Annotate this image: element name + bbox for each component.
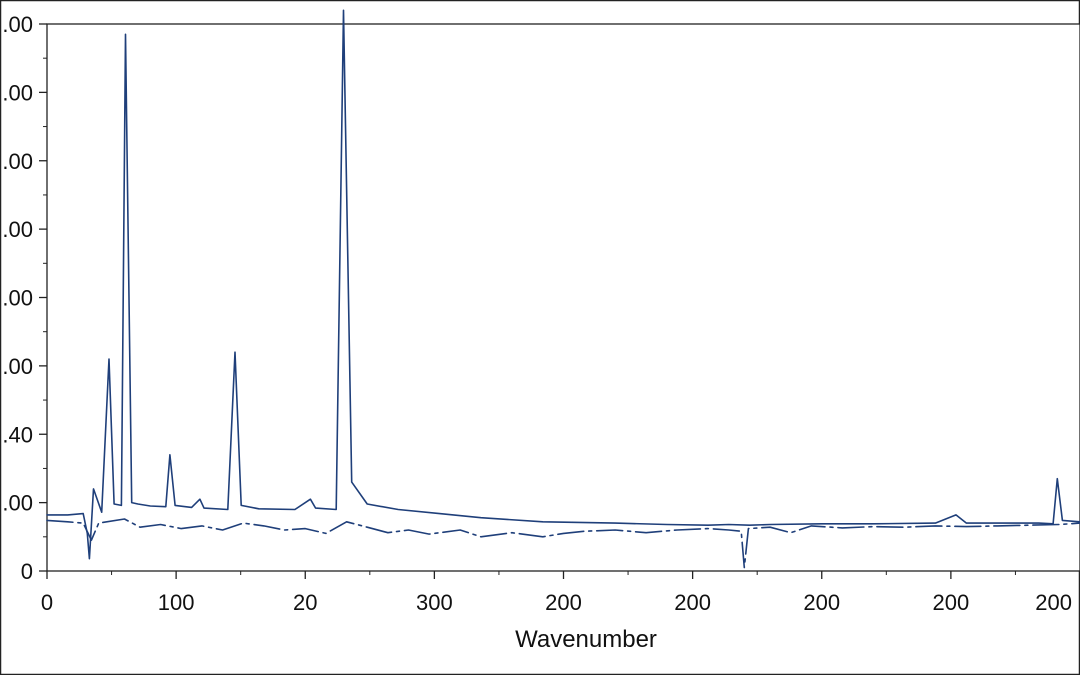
y-tick-label: 0 bbox=[21, 559, 33, 584]
x-tick-label: 200 bbox=[803, 590, 840, 615]
y-tick-label: .00 bbox=[2, 491, 33, 516]
x-tick-label: 300 bbox=[416, 590, 453, 615]
x-tick-label: 100 bbox=[158, 590, 195, 615]
x-axis-label: Wavenumber bbox=[515, 626, 657, 653]
y-tick-label: .00 bbox=[2, 149, 33, 174]
y-axis: .00 .00 .00 .00 .00 .00 .40 .00 0 bbox=[2, 12, 47, 584]
spectrum-series-1 bbox=[46, 9, 1080, 560]
spectrum-series-2 bbox=[46, 518, 1080, 569]
y-tick-label: .00 bbox=[2, 217, 33, 242]
x-axis: 0 100 20 300 200 200 200 200 200 bbox=[41, 571, 1080, 615]
y-tick-label: .00 bbox=[2, 12, 33, 37]
x-tick-label: 20 bbox=[293, 590, 317, 615]
y-tick-label: .00 bbox=[2, 80, 33, 105]
x-tick-label: 200 bbox=[933, 590, 970, 615]
y-tick-label: .00 bbox=[2, 286, 33, 311]
plot-area bbox=[46, 23, 1080, 572]
x-tick-label: 0 bbox=[41, 590, 53, 615]
x-tick-label: 200 bbox=[545, 590, 582, 615]
y-tick-label: .00 bbox=[2, 354, 33, 379]
x-tick-label: 200 bbox=[1035, 590, 1072, 615]
y-tick-label: .40 bbox=[2, 422, 33, 447]
x-tick-label: 200 bbox=[674, 590, 711, 615]
series-layer bbox=[46, 9, 1080, 569]
